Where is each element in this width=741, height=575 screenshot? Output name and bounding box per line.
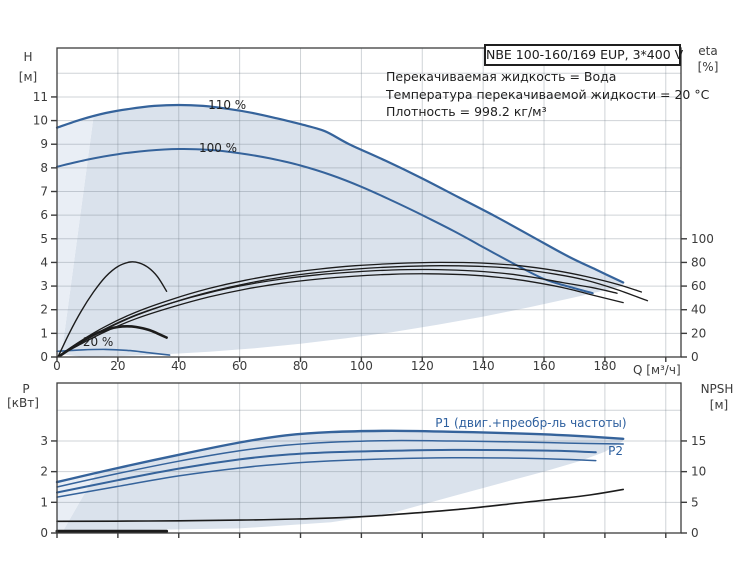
npsh-axis-label: NPSH [700, 382, 734, 396]
svg-text:40: 40 [171, 359, 186, 373]
curve-npsh-curve [56, 488, 624, 523]
curve-p1-100pct [56, 439, 624, 488]
svg-text:20: 20 [110, 359, 125, 373]
power-npsh-chart: 0 1 2 3 0 5 10 15 P1 (двиг.+преобр-ль частоты) P2 [40, 382, 706, 540]
curve-head-100pct [56, 147, 594, 295]
svg-text:0: 0 [53, 359, 61, 373]
svg-text:1: 1 [40, 495, 48, 509]
info-line-temperature: Температура перекачиваемой жидкости = 20… [386, 86, 710, 102]
info-line-liquid: Перекачиваемая жидкость = Вода [386, 69, 617, 84]
svg-text:160: 160 [533, 359, 556, 373]
svg-text:15: 15 [691, 434, 706, 448]
svg-text:80: 80 [691, 255, 706, 269]
svg-text:8: 8 [40, 161, 48, 175]
pump-model-title: NBE 100-160/169 EUP, 3*400 V [484, 44, 683, 66]
axis-ticks: 0 1 2 3 0 5 10 15 [40, 434, 706, 540]
curve-label: 110 % [208, 98, 246, 112]
grid [57, 48, 681, 357]
plot-border [56, 382, 682, 534]
svg-text:100: 100 [691, 232, 714, 246]
q-axis-label: Q [м³/ч] [633, 363, 681, 377]
curve-head-20pct [56, 348, 171, 356]
svg-text:3: 3 [40, 279, 48, 293]
curve-label: P1 (двиг.+преобр-ль частоты) [435, 416, 626, 430]
svg-text:180: 180 [593, 359, 616, 373]
p-axis-unit: [кВт] [7, 396, 39, 410]
curve-eta-100-upper [56, 268, 618, 358]
curve-eta-100-lower [56, 273, 624, 358]
svg-text:0: 0 [691, 526, 699, 540]
curve-label: 20 % [83, 335, 114, 349]
svg-text:3: 3 [40, 434, 48, 448]
svg-text:11: 11 [33, 90, 48, 104]
svg-text:0: 0 [40, 350, 48, 364]
svg-text:7: 7 [40, 185, 48, 199]
liquid-info-block: Перекачиваемая жидкость = Вода Температу… [386, 68, 709, 121]
svg-text:60: 60 [691, 279, 706, 293]
curve-label: P2 [608, 444, 623, 458]
svg-text:120: 120 [411, 359, 434, 373]
svg-text:140: 140 [472, 359, 495, 373]
qh-eta-chart: 0 1 2 3 4 5 6 7 8 9 10 11 0 20 40 60 80 100 0 20 40 60 80 100 12… [33, 47, 714, 373]
svg-text:1: 1 [40, 326, 48, 340]
svg-text:5: 5 [40, 232, 48, 246]
curve-head-110pct [55, 103, 625, 284]
curve-p2-110pct [56, 448, 597, 494]
axis-ticks: 0 1 2 3 4 5 6 7 8 9 10 11 0 20 40 60 80 100 0 20 40 60 80 100 12… [33, 90, 714, 373]
svg-text:100: 100 [350, 359, 373, 373]
p-axis-label: P [22, 382, 30, 396]
svg-text:80: 80 [293, 359, 308, 373]
svg-text:20: 20 [691, 326, 706, 340]
plot-border [56, 47, 682, 358]
svg-text:10: 10 [691, 465, 706, 479]
svg-text:5: 5 [691, 495, 699, 509]
svg-text:6: 6 [40, 208, 48, 222]
npsh-axis-unit: [м] [709, 398, 729, 412]
svg-text:4: 4 [40, 255, 48, 269]
curve-eta-110-upper [56, 261, 643, 358]
h-axis-label: H [23, 50, 33, 64]
info-line-density: Плотность = 998.2 кг/м³ [386, 104, 547, 119]
curve-eta-20pct-arc [57, 261, 168, 357]
area-power-band [63, 430, 624, 531]
h-axis-unit: [м] [18, 70, 38, 84]
svg-text:10: 10 [33, 114, 48, 128]
svg-text:60: 60 [232, 359, 247, 373]
svg-text:2: 2 [40, 465, 48, 479]
area-duty-range [61, 105, 624, 357]
curve-label: 100 % [199, 141, 237, 155]
eta-axis-unit: [%] [697, 60, 719, 74]
svg-text:9: 9 [40, 137, 48, 151]
eta-axis-label: eta [698, 44, 718, 58]
area-low-flow [57, 117, 94, 356]
svg-text:40: 40 [691, 303, 706, 317]
curve-p2-100pct [56, 457, 597, 498]
curve-aux-20pct-arc [58, 324, 168, 358]
svg-text:0: 0 [691, 350, 699, 364]
svg-text:2: 2 [40, 303, 48, 317]
curve-p1-110pct [55, 429, 625, 484]
svg-text:0: 0 [40, 526, 48, 540]
